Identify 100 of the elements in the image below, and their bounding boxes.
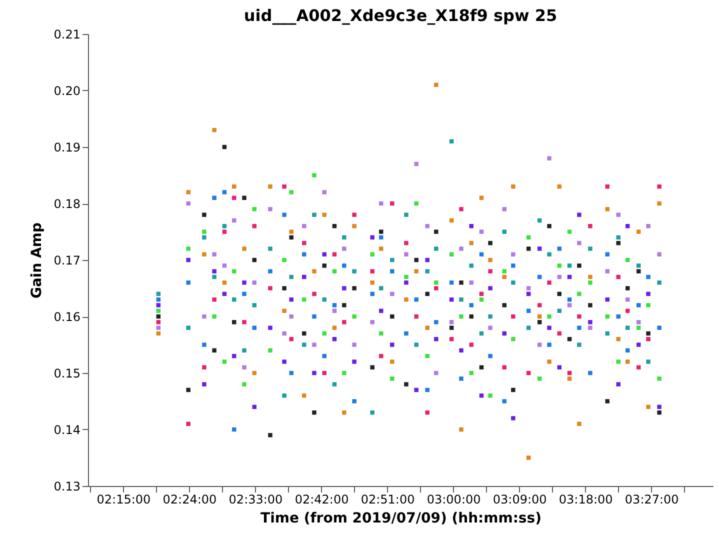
point bbox=[605, 252, 610, 256]
point bbox=[379, 354, 384, 358]
point bbox=[547, 156, 552, 160]
point bbox=[312, 269, 316, 274]
point bbox=[282, 258, 286, 262]
point bbox=[289, 274, 294, 280]
x-tick-label: 02:51:00 bbox=[360, 492, 415, 506]
point bbox=[232, 320, 236, 324]
point bbox=[502, 207, 506, 212]
point bbox=[502, 303, 506, 308]
point bbox=[222, 230, 227, 234]
point bbox=[469, 303, 474, 308]
point bbox=[370, 280, 374, 285]
point bbox=[547, 280, 552, 285]
point bbox=[488, 354, 492, 358]
point bbox=[425, 326, 430, 330]
point bbox=[459, 280, 464, 285]
point bbox=[588, 274, 592, 280]
point bbox=[434, 286, 438, 290]
y-tick-label: 0.17 bbox=[54, 254, 80, 268]
point bbox=[242, 246, 246, 251]
point bbox=[657, 326, 662, 330]
x-tick-label: 03:18:00 bbox=[558, 492, 613, 506]
point bbox=[646, 404, 650, 410]
y-axis-title: Gain Amp bbox=[28, 222, 45, 299]
point bbox=[434, 370, 438, 376]
point bbox=[404, 280, 408, 285]
point bbox=[511, 314, 516, 319]
point bbox=[186, 326, 190, 330]
point bbox=[479, 252, 484, 256]
point bbox=[322, 354, 326, 358]
point bbox=[312, 370, 316, 376]
point bbox=[232, 269, 236, 274]
point bbox=[547, 326, 552, 330]
point bbox=[352, 342, 356, 347]
point bbox=[379, 308, 384, 313]
point bbox=[488, 269, 492, 274]
point bbox=[588, 224, 592, 228]
point bbox=[479, 365, 484, 370]
x-tick-label: 03:09:00 bbox=[492, 492, 547, 506]
point bbox=[342, 264, 346, 268]
y-tick-label: 0.19 bbox=[54, 140, 80, 154]
point bbox=[352, 224, 356, 228]
point bbox=[425, 269, 430, 274]
point bbox=[646, 292, 650, 296]
point bbox=[577, 326, 582, 330]
point bbox=[616, 336, 620, 342]
point bbox=[425, 410, 430, 415]
point bbox=[646, 224, 650, 228]
point bbox=[282, 393, 286, 398]
point bbox=[616, 274, 620, 280]
point bbox=[459, 376, 464, 381]
point bbox=[547, 360, 552, 364]
point bbox=[511, 388, 516, 392]
point bbox=[511, 252, 516, 256]
point bbox=[414, 342, 418, 347]
point bbox=[404, 382, 408, 386]
point bbox=[390, 314, 394, 319]
point bbox=[479, 196, 484, 200]
point bbox=[547, 224, 552, 228]
y-tick-label: 0.18 bbox=[54, 197, 80, 211]
point bbox=[222, 264, 227, 268]
point bbox=[302, 252, 306, 256]
point bbox=[222, 190, 227, 194]
point bbox=[268, 184, 272, 189]
point bbox=[547, 342, 552, 347]
point bbox=[404, 331, 408, 336]
point bbox=[289, 336, 294, 342]
point bbox=[459, 246, 464, 251]
point bbox=[202, 230, 206, 234]
point bbox=[370, 269, 374, 274]
point bbox=[577, 422, 582, 426]
point bbox=[202, 252, 206, 256]
point bbox=[588, 326, 592, 330]
point bbox=[202, 342, 206, 347]
point bbox=[312, 292, 316, 296]
point bbox=[605, 399, 610, 404]
point bbox=[202, 212, 206, 217]
point bbox=[212, 196, 216, 200]
point bbox=[404, 297, 408, 302]
point bbox=[186, 280, 190, 285]
point bbox=[537, 320, 542, 324]
point bbox=[646, 336, 650, 342]
point bbox=[352, 286, 356, 290]
point bbox=[526, 456, 531, 460]
point bbox=[469, 342, 474, 347]
point bbox=[657, 280, 662, 285]
point bbox=[390, 258, 394, 262]
point bbox=[242, 348, 246, 353]
point bbox=[404, 274, 408, 280]
point bbox=[212, 297, 216, 302]
point bbox=[625, 360, 630, 364]
point bbox=[636, 342, 641, 347]
point bbox=[469, 370, 474, 376]
point bbox=[156, 303, 161, 308]
point bbox=[282, 212, 286, 217]
point bbox=[282, 184, 286, 189]
point bbox=[352, 314, 356, 319]
point bbox=[502, 230, 506, 234]
point bbox=[577, 264, 582, 268]
